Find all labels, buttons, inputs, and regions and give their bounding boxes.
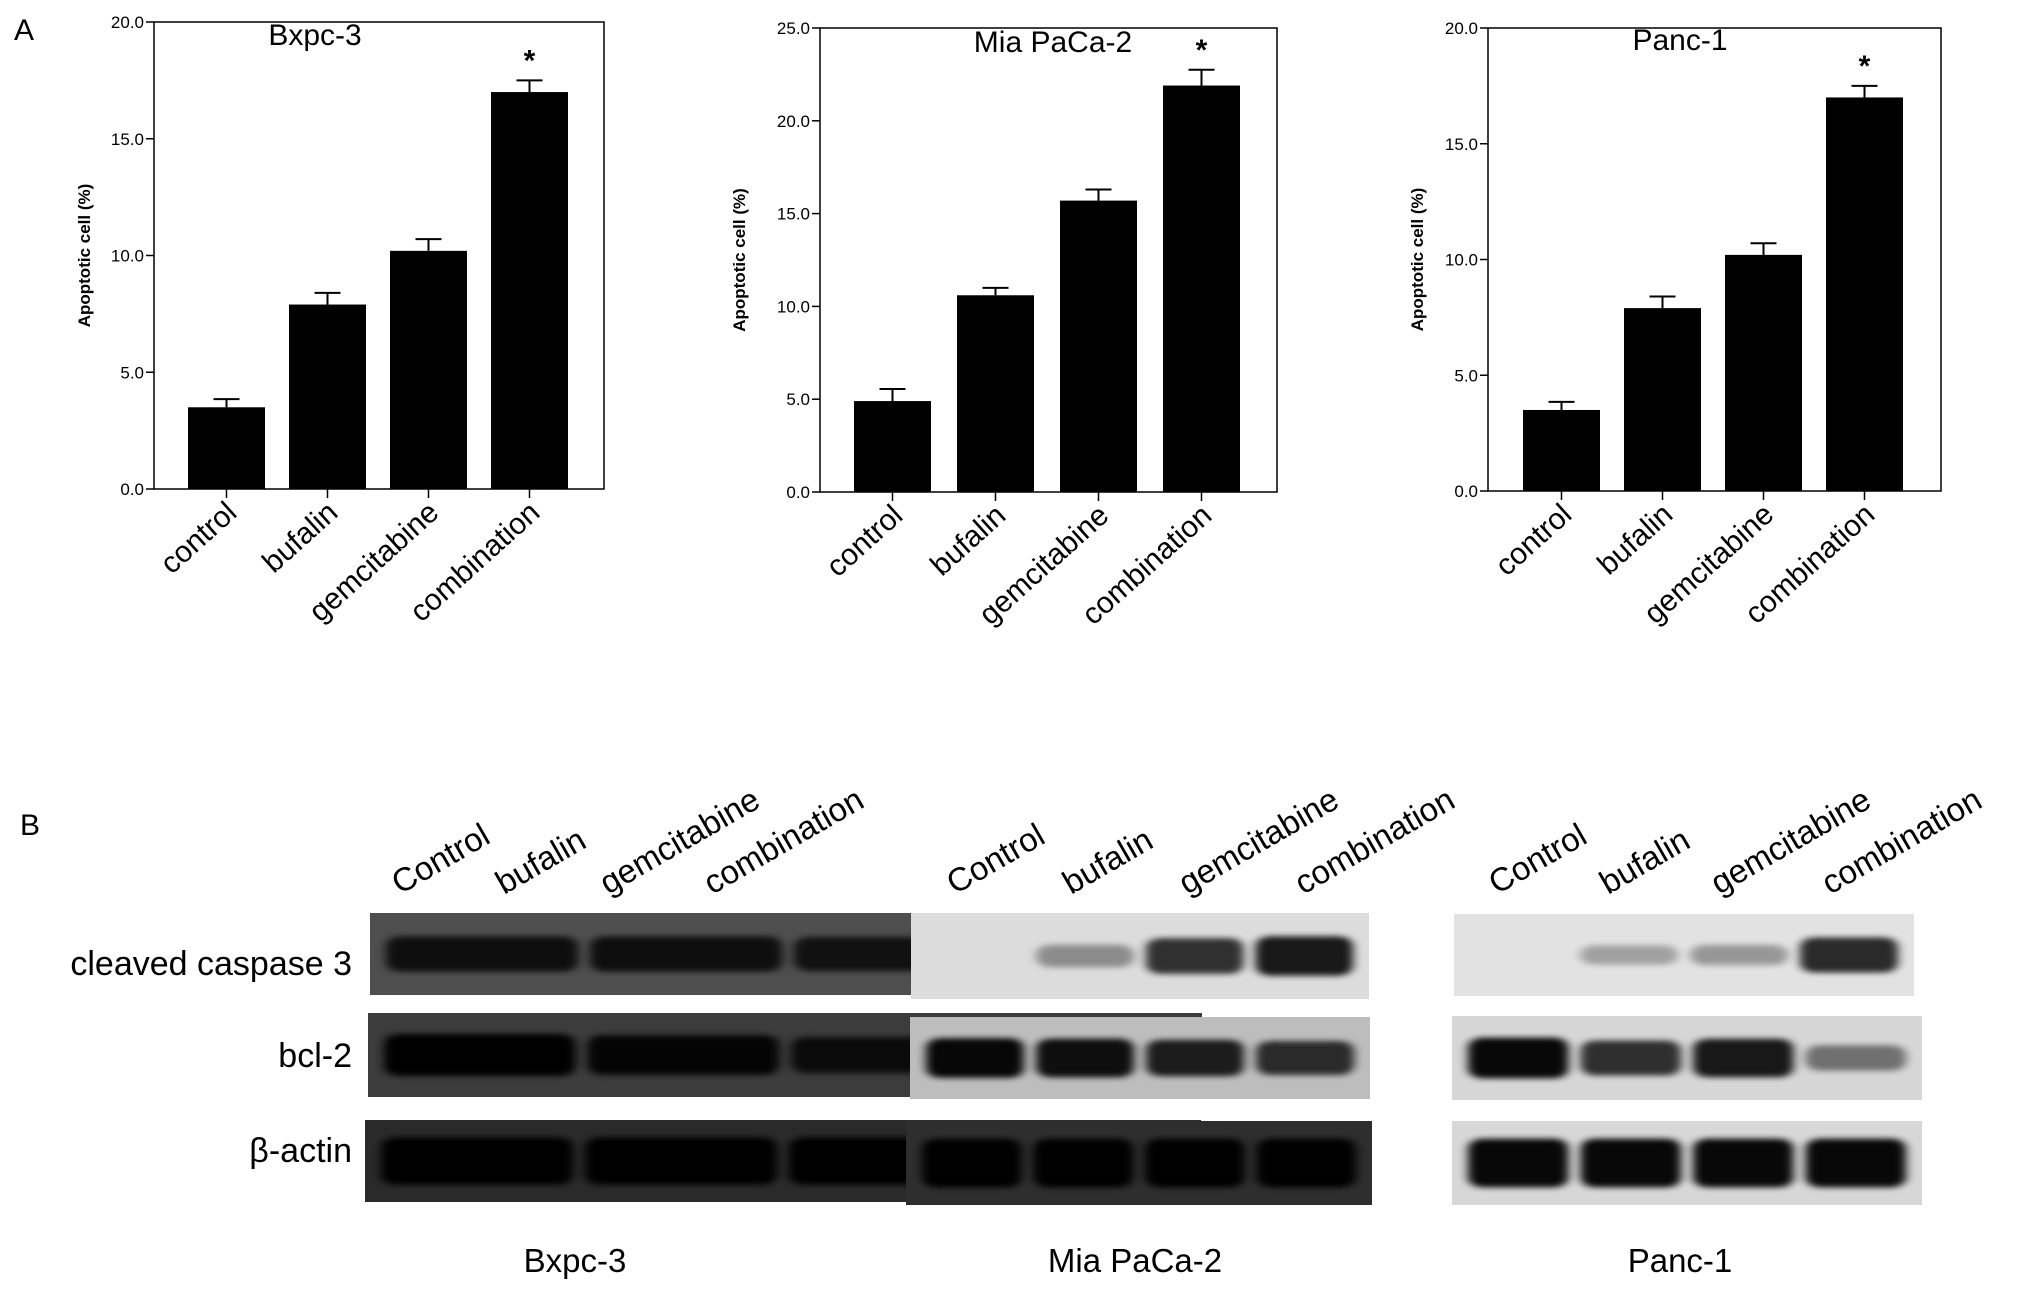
blot-band [590,936,782,972]
y-axis-label: Apoptotic cell (%) [75,184,94,328]
chart-2: 0.0 5.0 10.0 15.0 20.0 25.0 Apoptotic cell (%)… [730,19,1278,631]
x-category-label: control [1489,498,1578,583]
bar-control [188,407,265,489]
bar-gemcitabine [1725,254,1802,491]
blot-band [1146,938,1244,974]
blot-lane-label: bufalin [1593,820,1696,901]
bar-control [854,401,931,492]
bar-bufalin [289,304,366,489]
blot-band [1800,937,1898,973]
blot-band [1580,1138,1681,1188]
blot-lane-label: bufalin [1056,820,1159,901]
chart-title: Panc-1 [1632,24,1727,57]
y-tick-label: 10.0 [1445,251,1478,270]
panel-letter-a: A [14,14,34,47]
y-tick-label: 20.0 [777,112,810,131]
blot-band [926,1038,1024,1078]
bar-combination [1826,97,1903,491]
bar-charts: 0.0 5.0 10.0 15.0 20.0 Apoptotic cell (%) Bxpc… [75,13,1942,631]
blot-caption: Mia PaCa-2 [1048,1242,1222,1279]
blot-band [587,1035,779,1075]
blot-band [585,1137,777,1185]
y-tick-label: 5.0 [786,390,810,409]
y-tick-label: 10.0 [777,297,810,316]
significance-star: * [1196,34,1208,67]
blot-band [1693,1138,1794,1188]
blot-band [1036,1038,1134,1078]
bar-combination [1163,85,1240,492]
chart-1: 0.0 5.0 10.0 15.0 20.0 Apoptotic cell (%) Bxpc… [75,13,605,628]
y-tick-label: 15.0 [111,130,144,149]
y-tick-label: 15.0 [777,205,810,224]
blot-band [1255,936,1353,976]
blot-caption: Panc-1 [1628,1242,1733,1279]
blot-band [1468,1138,1569,1188]
blot-band [381,1137,573,1185]
significance-star: * [524,44,536,77]
blot-band [1580,945,1678,965]
blot-band [384,1034,576,1076]
bar-bufalin [957,295,1034,492]
panel-letter-b: B [20,809,40,842]
x-category-label: bufalin [1591,498,1679,582]
blot-band [1033,1138,1133,1188]
blot-lane-label: Control [940,816,1051,901]
bar-bufalin [1624,308,1701,491]
y-tick-label: 0.0 [786,483,810,502]
blot-row-label: bcl-2 [278,1037,352,1075]
blot-band [1805,1138,1906,1188]
blot-2: Control bufalin gemcitabinecombinationMia … [906,780,1461,1279]
blot-band [1690,944,1788,966]
blot-band [386,936,578,972]
x-category-label: bufalin [256,496,344,580]
blot-band [922,1138,1022,1188]
y-axis-label: Apoptotic cell (%) [1408,188,1427,332]
bar-gemcitabine [1060,200,1137,492]
y-tick-label: 0.0 [1454,482,1478,501]
significance-star: * [1859,50,1871,83]
western-blots: cleaved caspase 3bcl-2β-actinControlbufa… [70,780,1987,1279]
y-tick-label: 25.0 [777,19,810,38]
blot-caption: Bxpc-3 [524,1242,627,1279]
blot-band [1468,1037,1569,1079]
plot-frame [819,27,1278,493]
blot-lane-label: Control [385,816,496,901]
blot-row-label: β-actin [249,1132,352,1170]
blot-band [1256,1040,1354,1076]
bar-gemcitabine [390,250,467,489]
blot-lane-label: Control [1482,816,1593,901]
y-tick-label: 20.0 [111,13,144,32]
blot-band [1693,1038,1794,1078]
blot-lane-label: bufalin [489,820,592,901]
y-axis-label: Apoptotic cell (%) [730,188,749,332]
bar-control [1523,409,1600,491]
blot-3: Control bufalin gemcitabinecombinationPanc… [1452,780,1988,1279]
y-tick-label: 5.0 [120,363,144,382]
x-category-label: bufalin [924,499,1012,583]
y-tick-label: 0.0 [120,480,144,499]
chart-title: Mia PaCa-2 [974,26,1132,59]
y-tick-label: 15.0 [1445,135,1478,154]
x-category-label: control [820,499,909,584]
y-tick-label: 20.0 [1445,19,1478,38]
chart-3: 0.0 5.0 10.0 15.0 20.0 Apoptotic cell (%) Panc… [1408,19,1942,630]
blot-band [1805,1045,1906,1071]
y-tick-label: 10.0 [111,247,144,266]
blot-band [1580,1040,1681,1076]
blot-band [1036,944,1134,968]
blot-row-label: cleaved caspase 3 [70,945,352,983]
blot-band [1145,1138,1245,1188]
y-tick-label: 5.0 [1454,366,1478,385]
blot-band [1256,1138,1356,1188]
blot-band [1146,1039,1244,1077]
x-category-label: control [154,496,243,581]
bar-combination [491,92,568,490]
chart-title: Bxpc-3 [268,19,361,52]
